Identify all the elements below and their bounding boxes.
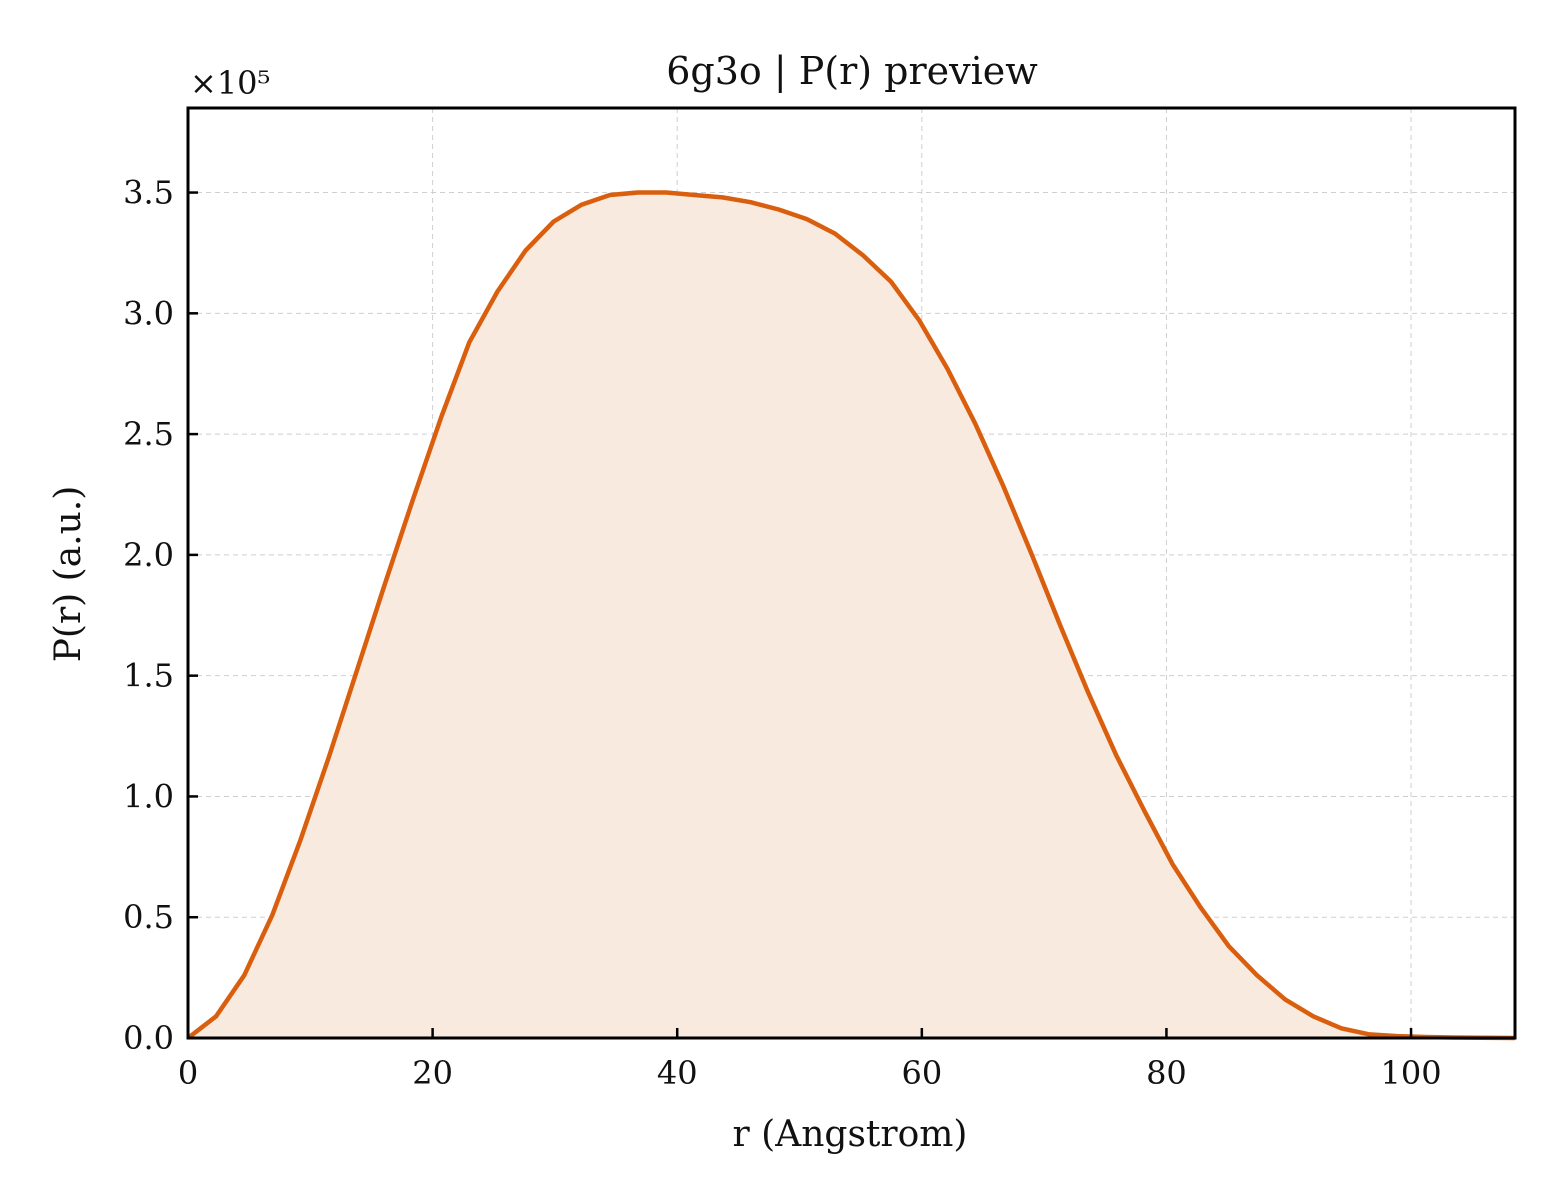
chart-title: 6g3o | P(r) preview	[666, 49, 1038, 93]
y-tick-label: 2.0	[123, 536, 174, 574]
tick-labels-layer: 0 20 40 60 80 100 0.0 0.5 1.0 1.5 2.0 2.5 3.0 3.5	[123, 174, 1441, 1092]
pr-series-line	[186, 190, 1516, 1041]
y-tick-label: 3.0	[123, 294, 174, 332]
pr-area-fill	[188, 192, 1515, 1038]
x-tick-label: 40	[657, 1054, 698, 1092]
y-tick-label: 3.5	[123, 174, 174, 212]
y-tick-label: 0.0	[123, 1019, 174, 1057]
y-tick-label: 1.0	[123, 777, 174, 815]
y-tick-label: 1.5	[123, 657, 174, 695]
ticks-layer	[186, 191, 1413, 1040]
y-multiplier-label: ×10⁵	[190, 64, 270, 102]
x-axis-label: r (Angstrom)	[733, 1114, 968, 1155]
x-tick-label: 100	[1381, 1054, 1442, 1092]
x-tick-label: 0	[178, 1054, 198, 1092]
plot-frame	[186, 106, 1517, 1040]
x-tick-label: 60	[901, 1054, 942, 1092]
y-axis-label: P(r) (a.u.)	[48, 486, 89, 663]
y-tick-label: 2.5	[123, 415, 174, 453]
y-tick-label: 0.5	[123, 898, 174, 936]
x-tick-label: 20	[412, 1054, 453, 1092]
x-tick-label: 80	[1146, 1054, 1187, 1092]
